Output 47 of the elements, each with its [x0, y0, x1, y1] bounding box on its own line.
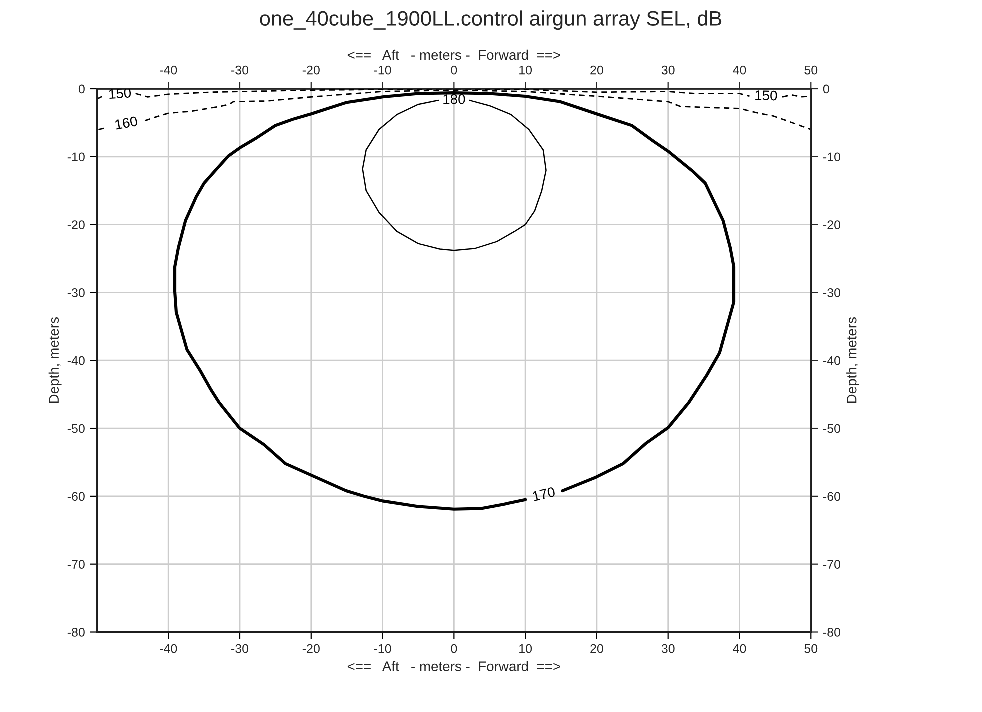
- x2-tick-label: -30: [232, 66, 249, 75]
- x-tick-label: -30: [232, 644, 249, 654]
- y-tick-label: -10: [68, 152, 85, 162]
- y-tick-label: -70: [68, 560, 85, 569]
- x2-tick-label: 30: [662, 66, 675, 75]
- x-tick-label: 20: [590, 644, 604, 654]
- x-axis-title: <== Aft - meters - Forward ==>: [348, 661, 560, 672]
- x2-tick-label: -40: [160, 66, 178, 75]
- x2-axis-title: <== Aft - meters - Forward ==>: [348, 50, 560, 60]
- text: 170: [532, 486, 556, 502]
- x2-tick-label: -20: [302, 66, 320, 75]
- y2-axis-title: Depth, meters: [846, 318, 860, 404]
- y2-tick-label: -40: [823, 356, 841, 366]
- x-tick-label: 30: [662, 644, 675, 654]
- y-tick-label: -40: [68, 356, 85, 366]
- x-tick-label: 50: [804, 644, 818, 654]
- series-label: 180: [444, 94, 466, 104]
- y-tick-label: -80: [68, 628, 85, 637]
- x2-tick-label: 50: [804, 66, 818, 75]
- y-tick-label: -30: [68, 288, 85, 298]
- y2-tick-label: -80: [823, 628, 841, 637]
- y-axis-title: Depth, meters: [48, 318, 62, 404]
- y-tick-label: -60: [68, 492, 85, 502]
- x-tick-label: -10: [374, 644, 392, 654]
- y2-tick-label: -10: [823, 152, 841, 162]
- y-tick-label: -50: [68, 424, 85, 434]
- y2-tick-label: 0: [823, 84, 830, 94]
- x-tick-label: 40: [733, 644, 746, 654]
- y2-tick-label: -70: [823, 560, 841, 569]
- x-tick-label: 10: [520, 644, 532, 654]
- x2-tick-label: -10: [374, 66, 392, 75]
- text: 150: [756, 90, 778, 101]
- x-tick-label: 0: [451, 644, 458, 654]
- x2-tick-label: 20: [590, 66, 604, 75]
- chart-title: one_40cube_1900LL.control airgun array SEL, dB: [260, 10, 722, 30]
- y2-tick-label: -20: [823, 220, 841, 230]
- y-tick-label: 0: [78, 84, 85, 94]
- y2-tick-label: -30: [823, 288, 841, 298]
- y2-tick-label: -60: [823, 492, 841, 502]
- x-tick-label: -40: [160, 644, 178, 654]
- text: 160: [115, 116, 138, 130]
- x2-tick-label: 10: [520, 66, 532, 75]
- y-tick-label: -20: [68, 220, 85, 230]
- y2-tick-label: -50: [823, 424, 841, 434]
- x2-tick-label: 0: [451, 66, 458, 75]
- x-tick-label: -20: [302, 644, 320, 654]
- x2-tick-label: 40: [733, 66, 746, 75]
